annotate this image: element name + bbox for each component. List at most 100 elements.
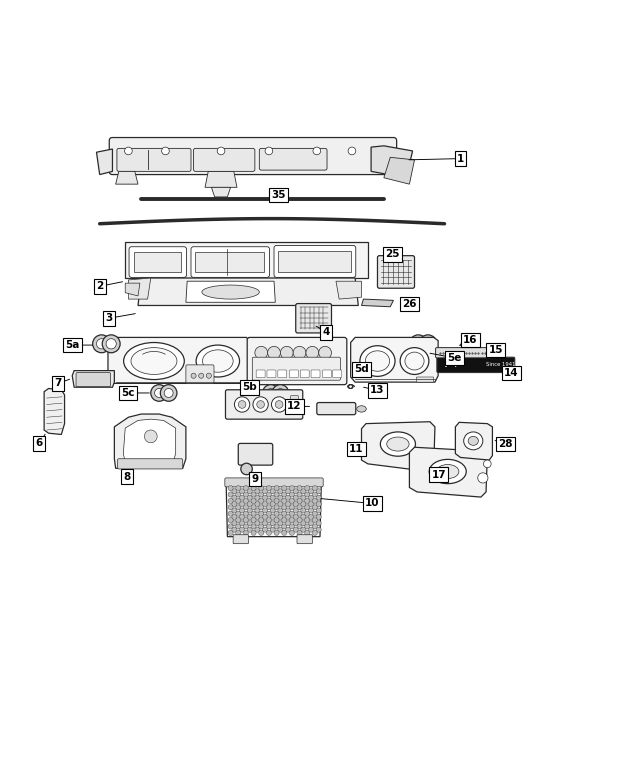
Circle shape (274, 524, 279, 529)
Ellipse shape (131, 347, 177, 375)
Polygon shape (384, 157, 415, 184)
Circle shape (262, 514, 268, 519)
Circle shape (282, 492, 287, 497)
Circle shape (266, 492, 271, 497)
Text: 6: 6 (35, 438, 43, 448)
Circle shape (301, 495, 306, 500)
Circle shape (97, 339, 107, 349)
Circle shape (278, 508, 283, 513)
Circle shape (270, 495, 275, 500)
Circle shape (419, 335, 437, 353)
Circle shape (151, 385, 168, 401)
Text: 3: 3 (106, 313, 113, 323)
Circle shape (293, 521, 298, 526)
Circle shape (305, 498, 310, 503)
Circle shape (251, 505, 256, 510)
Circle shape (255, 514, 260, 519)
Circle shape (239, 527, 244, 532)
Circle shape (255, 495, 260, 500)
Circle shape (312, 486, 317, 491)
Circle shape (251, 530, 256, 535)
Circle shape (228, 530, 233, 535)
Circle shape (247, 489, 252, 494)
Circle shape (278, 489, 283, 494)
Circle shape (262, 521, 268, 526)
Circle shape (266, 524, 271, 529)
Circle shape (293, 501, 298, 507)
Circle shape (251, 498, 256, 503)
Circle shape (247, 508, 252, 513)
Circle shape (306, 347, 319, 359)
Circle shape (270, 489, 275, 494)
Circle shape (241, 463, 252, 475)
Circle shape (228, 492, 233, 497)
Circle shape (297, 511, 302, 516)
Circle shape (259, 530, 264, 535)
Ellipse shape (400, 347, 429, 375)
Circle shape (293, 527, 298, 532)
Circle shape (319, 347, 332, 359)
FancyBboxPatch shape (291, 395, 298, 415)
Circle shape (289, 492, 294, 497)
Circle shape (206, 373, 211, 378)
Circle shape (316, 521, 321, 526)
Circle shape (238, 401, 246, 408)
Circle shape (305, 492, 310, 497)
Circle shape (232, 521, 237, 526)
Circle shape (297, 498, 302, 503)
Circle shape (243, 505, 248, 510)
Text: 16: 16 (463, 335, 477, 345)
Text: Jeep: Jeep (447, 362, 461, 368)
Circle shape (285, 501, 291, 507)
Circle shape (232, 495, 237, 500)
Circle shape (410, 335, 428, 353)
Ellipse shape (365, 351, 390, 371)
Polygon shape (371, 146, 413, 178)
Circle shape (255, 508, 260, 513)
Circle shape (297, 505, 302, 510)
Circle shape (243, 530, 248, 535)
Polygon shape (351, 337, 438, 382)
Circle shape (255, 489, 260, 494)
Text: 17: 17 (431, 470, 446, 479)
Circle shape (243, 492, 248, 497)
Circle shape (259, 505, 264, 510)
Circle shape (266, 517, 271, 523)
Circle shape (289, 505, 294, 510)
Circle shape (191, 373, 196, 378)
Circle shape (106, 339, 116, 349)
Polygon shape (97, 149, 113, 175)
Polygon shape (226, 483, 321, 537)
Ellipse shape (468, 437, 478, 445)
Circle shape (274, 517, 279, 523)
Polygon shape (129, 278, 151, 299)
Circle shape (297, 530, 302, 535)
Circle shape (308, 495, 314, 500)
Circle shape (270, 521, 275, 526)
Circle shape (289, 524, 294, 529)
Circle shape (312, 530, 317, 535)
Circle shape (239, 514, 244, 519)
Circle shape (293, 514, 298, 519)
Polygon shape (125, 283, 140, 296)
Circle shape (228, 486, 233, 491)
FancyBboxPatch shape (225, 478, 323, 487)
FancyBboxPatch shape (233, 535, 248, 544)
Circle shape (316, 495, 321, 500)
FancyBboxPatch shape (252, 357, 340, 380)
Circle shape (305, 524, 310, 529)
Circle shape (262, 385, 279, 401)
Circle shape (274, 492, 279, 497)
FancyBboxPatch shape (186, 365, 214, 383)
Circle shape (312, 498, 317, 503)
Circle shape (305, 486, 310, 491)
FancyBboxPatch shape (300, 370, 309, 378)
Circle shape (243, 511, 248, 516)
Circle shape (297, 524, 302, 529)
Circle shape (228, 505, 233, 510)
Circle shape (308, 527, 314, 532)
Circle shape (316, 514, 321, 519)
Polygon shape (205, 172, 237, 187)
Circle shape (278, 527, 283, 532)
Polygon shape (134, 252, 180, 272)
